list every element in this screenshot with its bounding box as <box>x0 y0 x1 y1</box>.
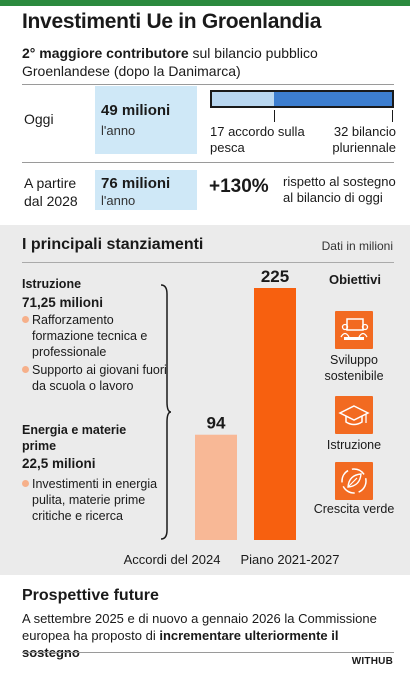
today-amount-box: 49 milioni l'anno <box>95 86 197 154</box>
today-breakdown-bar <box>210 90 394 108</box>
grouping-brace <box>160 284 172 540</box>
education-amount: 71,25 milioni <box>22 295 104 310</box>
subtitle-rest: sul bilancio pubblico Groenlandese (dopo… <box>22 45 318 79</box>
education-bullet: Supporto ai giovani fuori da scuola o la… <box>22 362 172 394</box>
bullet-text: Rafforzamento formazione tecnica e profe… <box>32 313 148 359</box>
bar-value-label: 225 <box>261 267 289 286</box>
education-bullet: Rafforzamento formazione tecnica e profe… <box>22 312 172 360</box>
bar-2 <box>254 288 296 540</box>
from2028-amount: 76 milioni <box>101 175 171 192</box>
today-amount: 49 milioni <box>101 102 171 119</box>
future-text: A settembre 2025 e di nuovo a gennaio 20… <box>22 610 394 661</box>
from2028-label: A partire dal 2028 <box>24 175 78 209</box>
divider <box>22 162 394 163</box>
future-text-start: A settembre 2025 e di nuovo a gennaio 20… <box>22 611 377 643</box>
education-title: Istruzione <box>22 277 82 291</box>
graduation-cap-icon <box>335 396 373 434</box>
energy-title: Energia e materie prime <box>22 423 127 453</box>
from2028-amount-box: 76 milioni l'anno <box>95 170 197 210</box>
page-subtitle: 2° maggiore contributore sul bilancio pu… <box>22 44 392 80</box>
allocations-note: Dati in milioni <box>321 239 393 253</box>
from2028-unit: l'anno <box>101 193 136 208</box>
brand-logo: WITHUB <box>351 656 393 667</box>
bottom-divider <box>22 652 394 653</box>
allocations-title: I principali stanziamenti <box>22 236 204 253</box>
category-label: Piano 2021-2027 <box>240 552 339 567</box>
objective-label: Istruzione <box>326 438 382 452</box>
subtitle-bold: 2° maggiore contributore <box>22 45 189 61</box>
bar-value-label: 94 <box>207 414 226 433</box>
bullet-dot <box>22 480 29 487</box>
fishing-tick <box>274 110 276 122</box>
divider <box>22 84 394 85</box>
energy-bullet: Investimenti in energia pulita, materie … <box>22 476 162 524</box>
energy-amount: 22,5 milioni <box>22 456 96 471</box>
today-unit: l'anno <box>101 123 136 138</box>
budget-segment-label: 32 bilancio pluriennale <box>332 124 396 155</box>
top-accent-bar <box>0 0 410 6</box>
objectives-title: Obiettivi <box>328 272 381 287</box>
bullet-dot <box>22 316 29 323</box>
category-label: Accordi del 2024 <box>124 552 221 567</box>
meeting-people-icon <box>335 311 373 349</box>
bullet-dot <box>22 366 29 373</box>
budget-tick <box>392 110 393 122</box>
increase-text: rispetto al sostegno al bilancio di oggi <box>283 174 396 205</box>
bullet-text: Supporto ai giovani fuori da scuola o la… <box>32 363 167 393</box>
leaf-circle-icon <box>335 462 373 500</box>
bar-1 <box>195 434 237 540</box>
fishing-agreement-segment <box>212 92 275 106</box>
bullet-text: Investimenti in energia pulita, materie … <box>32 477 158 523</box>
future-title: Prospettive future <box>22 587 159 604</box>
page-title: Investimenti Ue in Groenlandia <box>22 10 322 33</box>
fishing-segment-label: 17 accordo sulla pesca <box>210 124 305 155</box>
increase-percent: +130% <box>209 176 269 197</box>
objective-label: Sviluppo sostenibile <box>324 353 384 383</box>
today-label: Oggi <box>24 111 54 127</box>
panel-divider <box>22 262 394 263</box>
objective-label: Crescita verde <box>313 502 395 516</box>
